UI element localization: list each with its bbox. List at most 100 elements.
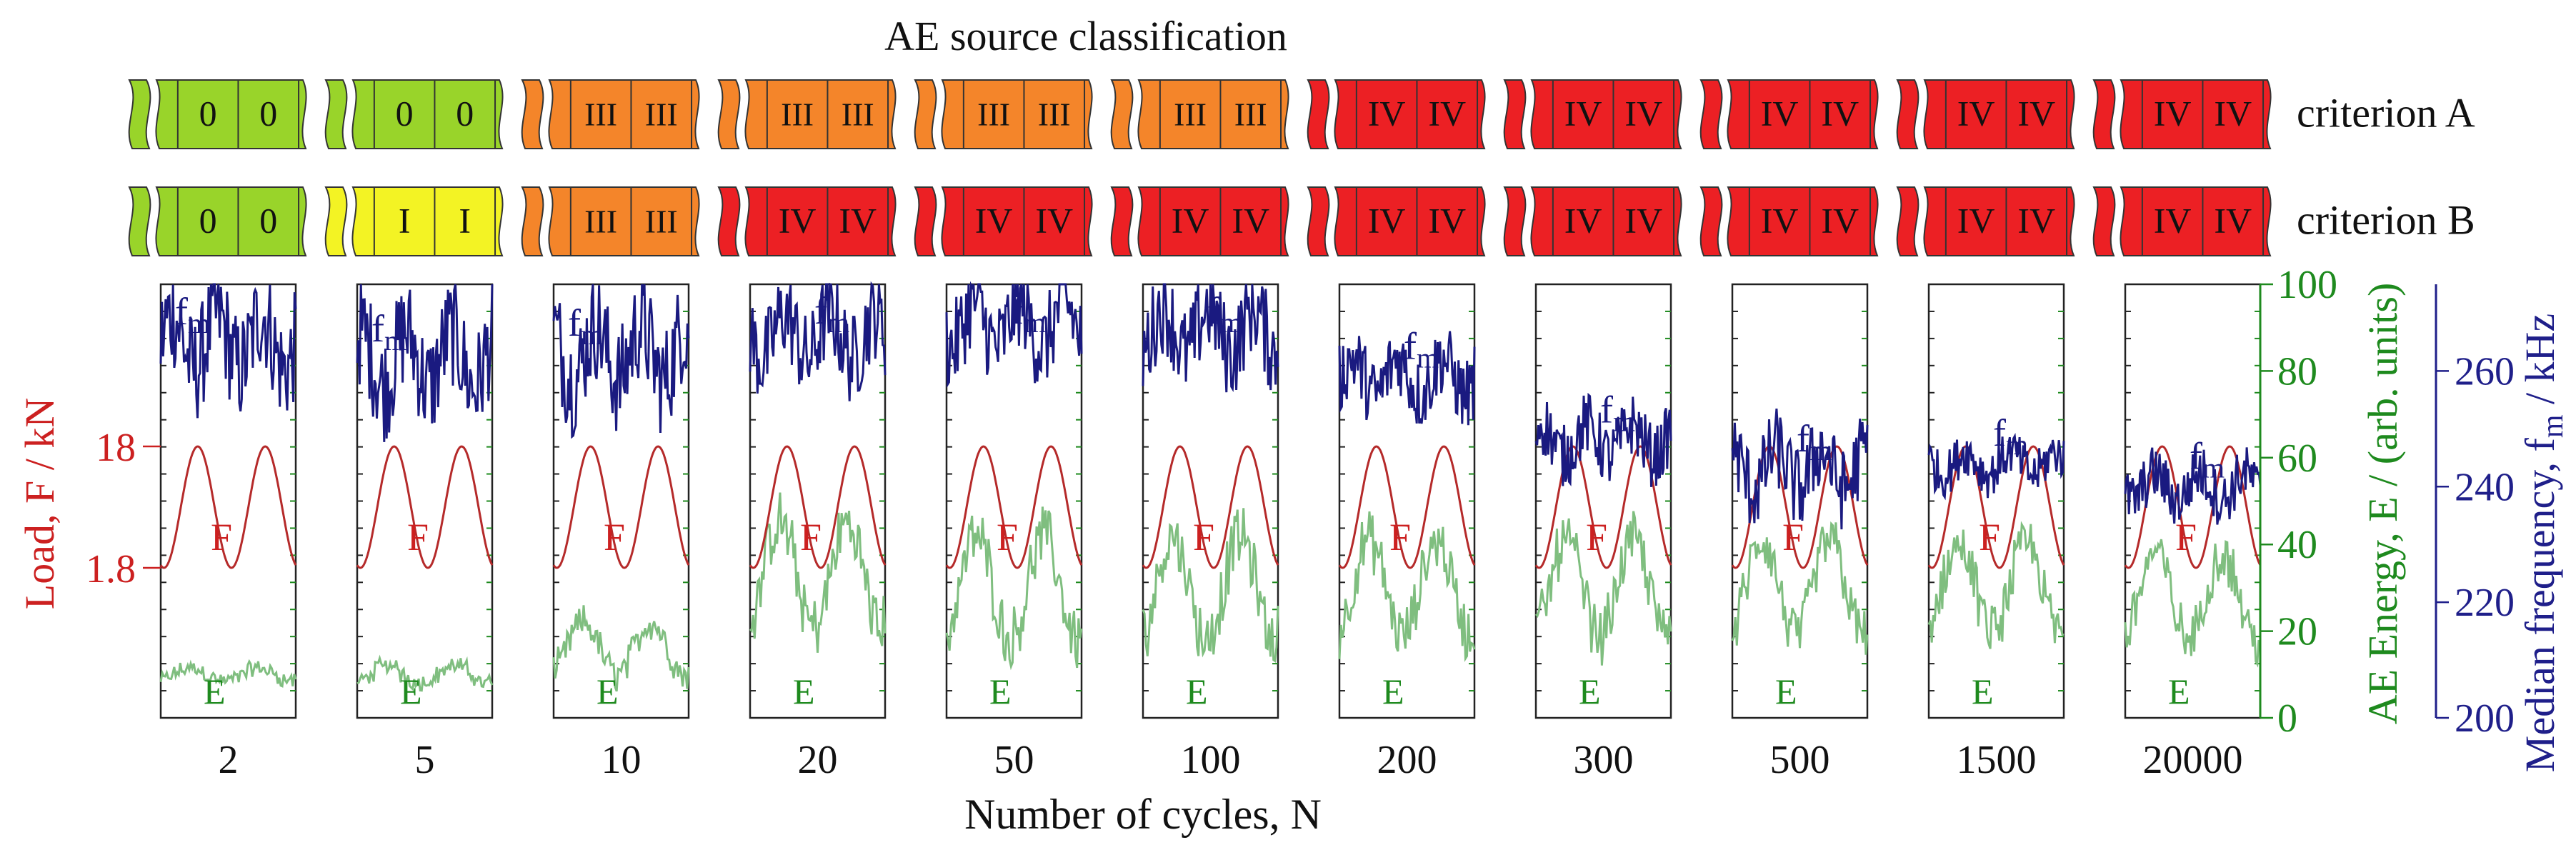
- class-label: IV: [2214, 200, 2252, 240]
- load-axis-label: Load, F / kN: [16, 398, 63, 609]
- class-bar-edge: [1307, 186, 1330, 256]
- load-series-line: [945, 445, 1083, 569]
- class-label: 0: [396, 93, 414, 133]
- x-tick-label: 20: [798, 738, 838, 782]
- energy-series-line: [945, 506, 1083, 671]
- class-bar-edge: [1110, 79, 1134, 149]
- criterion-label: criterion B: [2297, 196, 2475, 243]
- class-bar-block: [1530, 186, 1682, 256]
- class-bar-edge: [521, 79, 544, 149]
- class-bar-edge: [1699, 186, 1723, 256]
- class-bar-block: [1727, 79, 1879, 149]
- load-series-label: F: [604, 516, 625, 559]
- class-label: IV: [2017, 200, 2055, 240]
- x-tick-label: 10: [601, 738, 641, 782]
- chart-title: AE source classification: [884, 13, 1287, 59]
- class-bar-block: [1137, 79, 1289, 149]
- class-label: IV: [2154, 200, 2192, 240]
- class-bar-edge: [914, 79, 937, 149]
- class-label: IV: [1428, 93, 1466, 133]
- class-bar-edge: [2092, 79, 2116, 149]
- class-label: IV: [1428, 200, 1466, 240]
- load-series-label: F: [1389, 516, 1411, 559]
- energy-series-label: E: [1186, 671, 1208, 711]
- x-tick-label: 200: [1377, 738, 1437, 782]
- load-tick-label: 1.8: [86, 547, 136, 591]
- class-label: I: [399, 200, 411, 240]
- class-bar-block: [1923, 79, 2075, 149]
- class-bar-block: [2120, 186, 2272, 256]
- class-label: III: [781, 96, 814, 132]
- energy-series-line: [2124, 539, 2262, 668]
- class-bar-block: [941, 79, 1093, 149]
- load-series-label: F: [407, 516, 429, 559]
- x-tick-label: 100: [1181, 738, 1241, 782]
- class-label: III: [645, 96, 678, 132]
- class-bar-block: [1923, 186, 2075, 256]
- frequency-series-label: fm: [1207, 289, 1242, 339]
- load-series-label: F: [997, 516, 1018, 559]
- frequency-series-line: [945, 281, 1083, 389]
- class-bar-block: [548, 79, 700, 149]
- x-tick-label: 1500: [1957, 738, 2037, 782]
- class-label: III: [977, 96, 1010, 132]
- frequency-series-line: [1338, 331, 1476, 426]
- class-label: 0: [199, 200, 217, 240]
- frequency-tick-label: 220: [2455, 581, 2515, 625]
- load-series-line: [552, 445, 690, 569]
- frequency-tick-label: 240: [2455, 465, 2515, 509]
- class-bar-edge: [1896, 79, 1919, 149]
- energy-tick-label: 60: [2277, 436, 2317, 481]
- frequency-series-line: [159, 283, 297, 419]
- frequency-series-label: fm: [175, 290, 210, 339]
- class-label: IV: [1172, 200, 1209, 240]
- frequency-series-label: fm: [1797, 417, 1832, 466]
- x-tick-label: 50: [994, 738, 1034, 782]
- class-label: IV: [1368, 93, 1406, 133]
- energy-series-label: E: [793, 671, 815, 711]
- x-tick-label: 2: [219, 738, 239, 782]
- energy-series-line: [356, 654, 494, 692]
- class-bar-edge: [1896, 186, 1919, 256]
- class-bar-block: [1530, 79, 1682, 149]
- class-label: IV: [1624, 93, 1662, 133]
- class-bar-block: [548, 186, 700, 256]
- class-label: IV: [1761, 93, 1799, 133]
- class-bar-block: [941, 186, 1093, 256]
- energy-series-label: E: [204, 671, 226, 711]
- class-bar-edge: [128, 186, 151, 256]
- energy-series-line: [1338, 511, 1476, 662]
- load-series-line: [356, 445, 494, 569]
- energy-series-label: E: [596, 671, 619, 711]
- load-series-label: F: [1586, 516, 1607, 559]
- energy-tick-label: 20: [2277, 610, 2317, 654]
- class-bar-edge: [1503, 79, 1527, 149]
- class-bar-edge: [717, 186, 741, 256]
- load-series-line: [1338, 445, 1476, 569]
- x-tick-label: 5: [415, 738, 435, 782]
- class-bar-edge: [914, 186, 937, 256]
- energy-axis-label: AE Energy, E / (arb. units): [2360, 283, 2406, 725]
- class-bar-block: [155, 79, 307, 149]
- class-label: 0: [259, 93, 277, 133]
- class-label: IV: [2017, 93, 2055, 133]
- frequency-series-label: fm: [1404, 324, 1439, 374]
- energy-series-line: [1142, 508, 1279, 664]
- energy-series-label: E: [400, 671, 422, 711]
- class-label: 0: [199, 93, 217, 133]
- class-label: IV: [975, 200, 1013, 240]
- class-label: IV: [1232, 200, 1269, 240]
- class-label: 0: [456, 93, 474, 133]
- class-label: IV: [1957, 200, 1995, 240]
- frequency-tick-label: 260: [2455, 349, 2515, 394]
- class-label: IV: [839, 200, 877, 240]
- frequency-axis-label: Median frequency, fm / kHz: [2517, 314, 2570, 773]
- criterion-label: criterion A: [2297, 89, 2475, 136]
- class-bar-block: [744, 186, 897, 256]
- energy-tick-label: 0: [2277, 696, 2297, 741]
- class-label: 0: [259, 200, 277, 240]
- energy-series-line: [749, 492, 887, 653]
- frequency-series-label: fm: [1993, 411, 2028, 461]
- class-bar-edge: [324, 79, 348, 149]
- energy-tick-label: 100: [2277, 263, 2337, 307]
